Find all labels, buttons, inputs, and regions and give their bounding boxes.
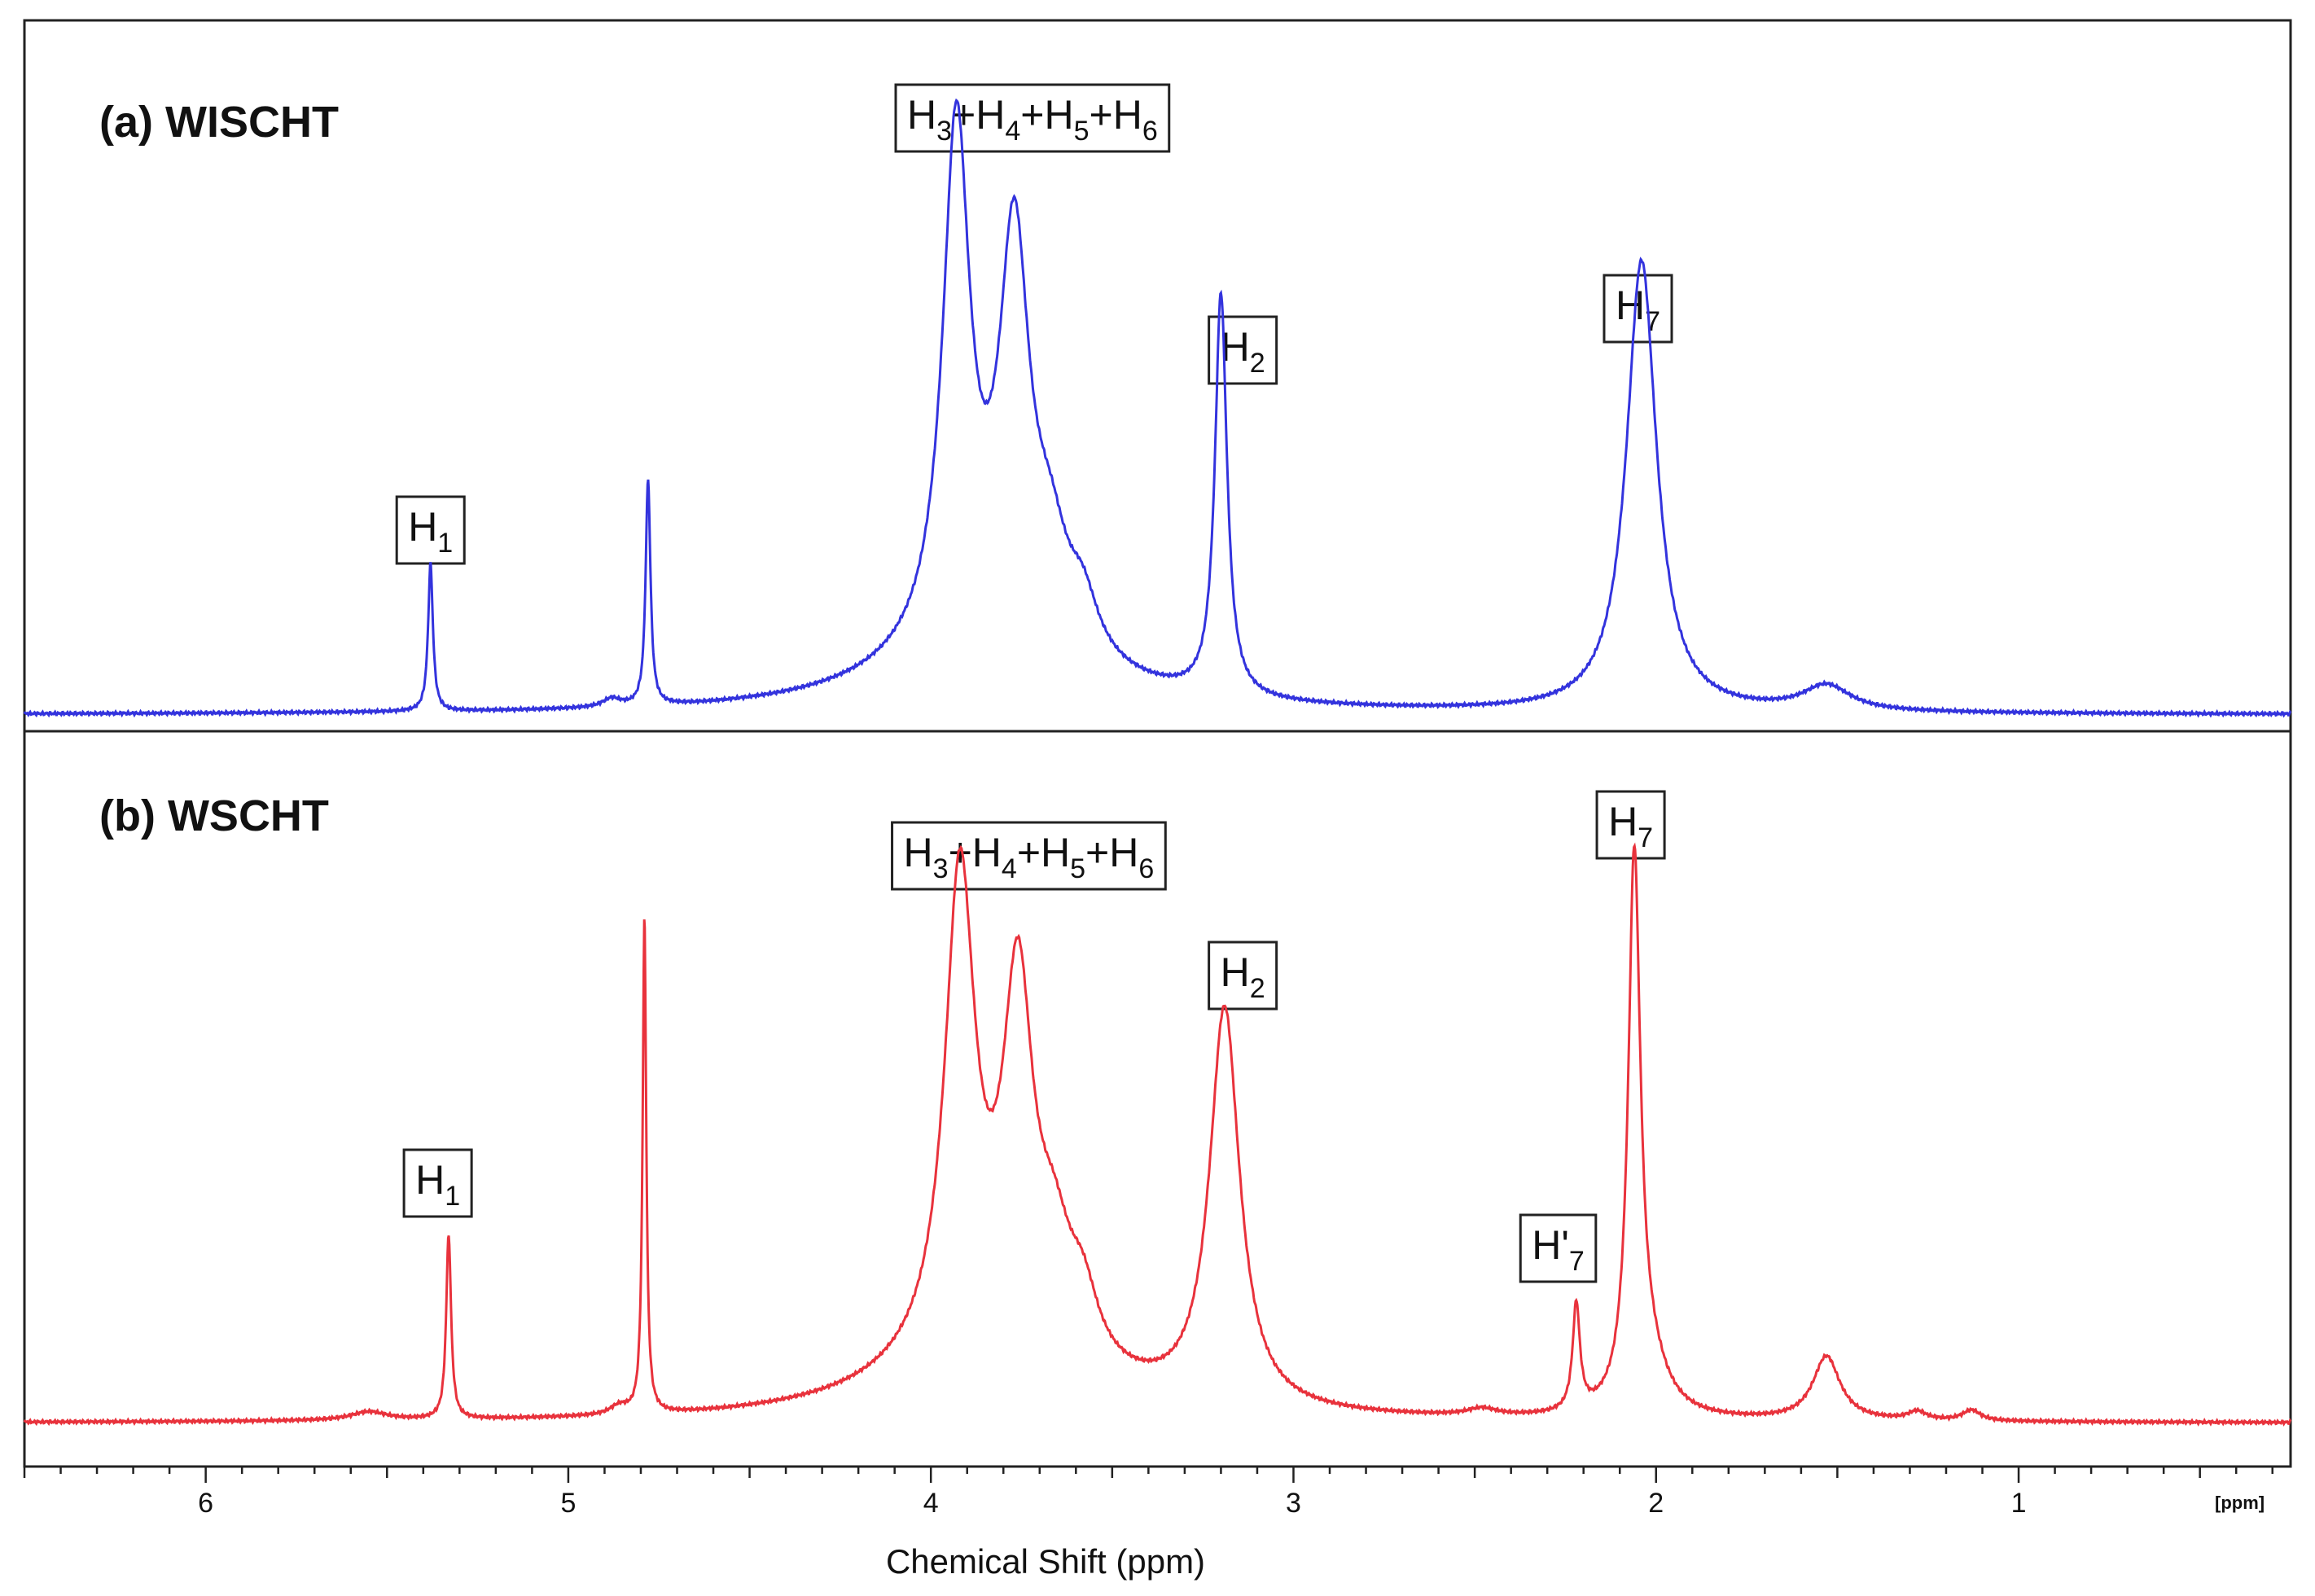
peak-annotation-box <box>402 1148 473 1218</box>
peak-annotation-label: H1 <box>415 1157 460 1212</box>
peak-annotation: H7 <box>1595 790 1666 860</box>
panel-a-title: (a) WISCHT <box>99 98 339 147</box>
peak-annotation-box <box>1208 315 1278 385</box>
peak-annotation-box <box>891 821 1167 891</box>
peak-annotation-label: H1 <box>408 504 453 559</box>
peak-annotation: H1 <box>395 495 466 565</box>
peak-annotation: H2 <box>1208 315 1278 385</box>
panel-b-frame <box>23 730 2292 1468</box>
panel-b-title: (b) WSCHT <box>99 791 329 840</box>
peak-annotation-label: H7 <box>1608 799 1653 853</box>
panel-b: (b) WSCHT H1 H3+H4+H5+H6 H2 H'7 H7 <box>23 730 2292 1468</box>
peak-annotation-label: H3+H4+H5+H6 <box>907 92 1158 147</box>
peak-annotation: H3+H4+H5+H6 <box>894 83 1171 153</box>
x-tick-label: 2 <box>1648 1488 1664 1519</box>
peak-annotation: H3+H4+H5+H6 <box>891 821 1167 891</box>
x-tick-label: 5 <box>560 1488 576 1519</box>
x-axis-title: Chemical Shift (ppm) <box>886 1542 1205 1581</box>
panel-b-annotations: H1 H3+H4+H5+H6 H2 H'7 H7 <box>402 790 1666 1283</box>
panel-b-spectrum-line <box>23 842 2292 1427</box>
peak-annotation: H2 <box>1208 940 1278 1011</box>
peak-annotation: H'7 <box>1519 1213 1598 1283</box>
peak-annotation-box <box>894 83 1171 153</box>
peak-annotation-label: H'7 <box>1532 1222 1585 1277</box>
peak-annotation: H1 <box>402 1148 473 1218</box>
peak-annotation-box <box>1595 790 1666 860</box>
peak-annotation-label: H2 <box>1221 949 1265 1004</box>
panel-a-spectrum-line <box>23 98 2292 718</box>
peak-annotation-box <box>1519 1213 1598 1283</box>
peak-annotation-label: H3+H4+H5+H6 <box>904 830 1155 884</box>
x-tick-label: 3 <box>1286 1488 1301 1519</box>
x-tick-label: 6 <box>198 1488 213 1519</box>
x-tick-label: 4 <box>923 1488 939 1519</box>
x-axis: 6 5 4 3 2 1 <box>23 1467 2273 1519</box>
peak-annotation-box <box>1208 940 1278 1011</box>
x-unit-label: [ppm] <box>2215 1493 2265 1513</box>
x-tick-label: 1 <box>2011 1488 2027 1519</box>
